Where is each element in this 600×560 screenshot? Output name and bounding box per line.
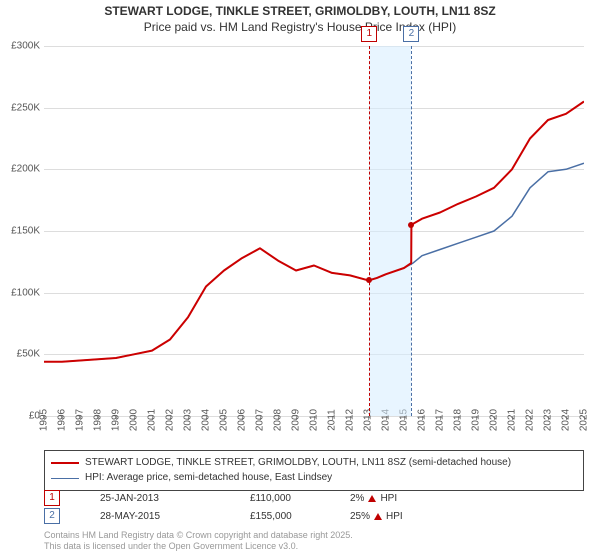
transaction-marker: 2 (403, 26, 419, 42)
transaction-marker-inline: 2 (44, 508, 60, 524)
chart-title-line2: Price paid vs. HM Land Registry's House … (0, 20, 600, 36)
transaction-date: 28-MAY-2015 (100, 511, 250, 522)
arrow-up-icon (374, 513, 382, 520)
transaction-dot (366, 277, 372, 283)
transactions-table: 1 25-JAN-2013£110,0002% HPI 2 28-MAY-2015£15… (44, 490, 403, 526)
transaction-row: 2 28-MAY-2015£155,00025% HPI (44, 508, 403, 524)
legend-label: HPI: Average price, semi-detached house,… (85, 471, 332, 485)
transaction-row: 1 25-JAN-2013£110,0002% HPI (44, 490, 403, 506)
legend-label: STEWART LODGE, TINKLE STREET, GRIMOLDBY,… (85, 456, 511, 470)
chart-title-line1: STEWART LODGE, TINKLE STREET, GRIMOLDBY,… (0, 0, 600, 20)
transaction-price: £155,000 (250, 511, 350, 522)
transaction-change-pct: 2% (350, 493, 364, 504)
transaction-marker: 1 (361, 26, 377, 42)
y-axis-label: £250K (0, 102, 40, 113)
y-axis-label: £50K (0, 349, 40, 360)
arrow-up-icon (368, 495, 376, 502)
y-axis-label: £0 (0, 411, 40, 422)
transaction-change: 2% HPI (350, 493, 397, 504)
transaction-change: 25% HPI (350, 511, 403, 522)
copyright-notice: Contains HM Land Registry data © Crown c… (44, 530, 353, 553)
transaction-change-suffix: HPI (380, 493, 397, 504)
y-axis-label: £200K (0, 164, 40, 175)
chart-lines-svg (44, 46, 584, 416)
legend-item: HPI: Average price, semi-detached house,… (51, 471, 577, 485)
legend-swatch (51, 478, 79, 479)
transaction-change-pct: 25% (350, 511, 370, 522)
transaction-date: 25-JAN-2013 (100, 493, 250, 504)
series-line-hpi (44, 163, 584, 362)
y-axis-label: £100K (0, 287, 40, 298)
transaction-change-suffix: HPI (386, 511, 403, 522)
legend-box: STEWART LODGE, TINKLE STREET, GRIMOLDBY,… (44, 450, 584, 491)
legend-item: STEWART LODGE, TINKLE STREET, GRIMOLDBY,… (51, 456, 577, 470)
copyright-line2: This data is licensed under the Open Gov… (44, 541, 353, 552)
transaction-marker-inline: 1 (44, 490, 60, 506)
chart-plot-area: £0£50K£100K£150K£200K£250K£300K199519961… (44, 46, 584, 416)
transaction-price: £110,000 (250, 493, 350, 504)
transaction-dot (408, 222, 414, 228)
y-axis-label: £300K (0, 41, 40, 52)
series-line-property (44, 102, 584, 362)
legend-swatch (51, 462, 79, 464)
y-axis-label: £150K (0, 226, 40, 237)
copyright-line1: Contains HM Land Registry data © Crown c… (44, 530, 353, 541)
